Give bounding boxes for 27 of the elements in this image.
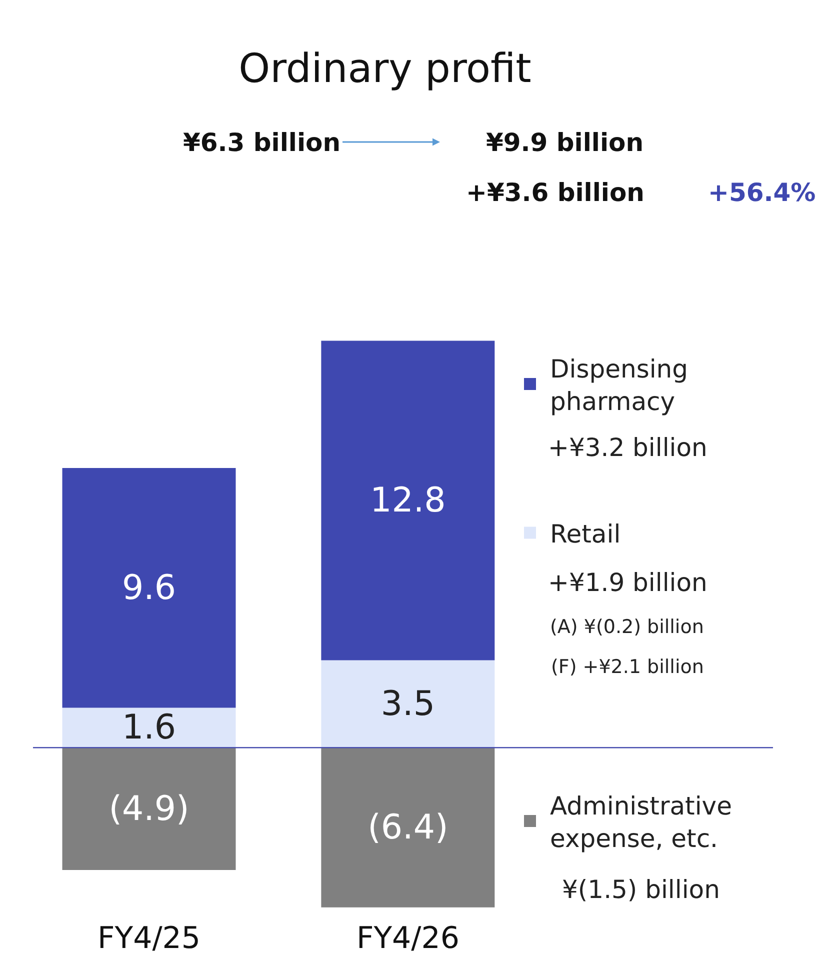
chart-title: Ordinary profit	[238, 46, 532, 92]
legend-label: Retail	[550, 520, 621, 548]
data-label: (4.9)	[108, 788, 190, 829]
text: +¥3.6 billion	[466, 178, 644, 207]
data-label: 1.6	[122, 708, 176, 748]
bar	[321, 748, 495, 908]
text: ¥6.3 billion	[183, 128, 341, 157]
text: (A) ¥(0.2) billion	[550, 616, 704, 638]
bar	[62, 468, 236, 708]
data-label: 12.8	[370, 480, 446, 520]
text: ¥(1.5) billion	[562, 875, 720, 904]
data-label: 3.5	[380, 684, 435, 724]
legend-label: Dispensing pharmacy	[550, 354, 688, 416]
x-tick-label: FY4/26	[356, 921, 460, 956]
text: (F) +¥2.1 billion	[551, 656, 704, 678]
bar	[62, 708, 236, 748]
text: +¥1.9 billion	[548, 568, 708, 597]
bar	[321, 660, 495, 748]
data-label: (6.4)	[368, 808, 448, 848]
data-label: 9.6	[122, 568, 176, 608]
x-tick-label: FY4/25	[98, 921, 200, 956]
legend-label: Administrative expense, etc.	[550, 792, 732, 853]
text: ¥9.9 billion	[486, 128, 644, 157]
bar	[62, 748, 236, 870]
bar	[321, 340, 495, 660]
text: +¥3.2 billion	[548, 433, 708, 462]
text: +56.4%	[708, 178, 816, 207]
